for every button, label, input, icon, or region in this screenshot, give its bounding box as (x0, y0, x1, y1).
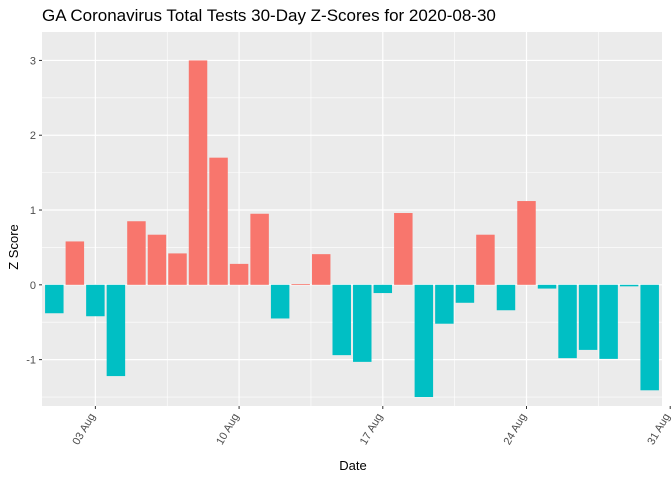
y-axis-title: Z Score (6, 224, 21, 270)
bar-2020-08-21 (455, 284, 475, 303)
bar-2020-08-22 (476, 234, 495, 285)
bar-2020-08-11 (250, 213, 269, 285)
bar-2020-08-20 (435, 284, 454, 324)
bar-2020-08-04 (106, 284, 126, 377)
bar-2020-08-18 (394, 213, 413, 285)
x-axis: 03 Aug 10 Aug 17 Aug 24 Aug 31 Aug (70, 406, 672, 447)
minor-gridlines (23, 32, 662, 406)
major-gridlines (42, 32, 671, 406)
y-tick-label: 1 (30, 205, 36, 217)
y-tick-label: 3 (30, 55, 36, 67)
bar-2020-08-17 (373, 284, 393, 294)
bar-2020-08-05 (127, 221, 146, 285)
bar-2020-08-12 (270, 284, 290, 319)
bar-2020-08-29 (619, 284, 639, 287)
bars (45, 60, 659, 398)
bar-2020-08-15 (332, 284, 351, 356)
x-tick-label: 31 Aug (645, 412, 672, 448)
bar-2020-08-09 (209, 157, 228, 285)
x-tick-label: 17 Aug (358, 412, 386, 448)
bar-2020-08-16 (353, 284, 372, 362)
bar-2020-08-03 (86, 284, 105, 317)
bar-2020-08-07 (168, 253, 187, 285)
bar-2020-08-24 (517, 201, 536, 285)
x-tick-label: 24 Aug (502, 412, 530, 448)
bar-2020-08-02 (65, 241, 85, 285)
bar-2020-08-14 (311, 254, 331, 285)
bar-2020-08-06 (147, 234, 167, 285)
bar-2020-08-13 (291, 284, 310, 285)
bar-2020-08-19 (414, 284, 434, 398)
chart-title: GA Coronavirus Total Tests 30-Day Z-Scor… (42, 6, 496, 25)
x-tick-label: 10 Aug (214, 412, 242, 448)
bar-2020-08-26 (558, 284, 577, 359)
bar-2020-08-23 (496, 284, 516, 311)
x-axis-title: Date (339, 458, 366, 473)
bar-2020-08-01 (45, 284, 64, 314)
bar-2020-08-25 (537, 284, 557, 289)
bar-2020-08-08 (188, 60, 208, 285)
bar-2020-08-28 (599, 284, 618, 359)
y-tick-label: -1 (26, 355, 36, 367)
y-tick-label: 0 (30, 280, 36, 292)
y-axis: -1 0 1 2 3 (26, 55, 42, 367)
y-tick-label: 2 (30, 130, 36, 142)
bar-2020-08-27 (578, 284, 598, 350)
bar-2020-08-30 (640, 284, 659, 391)
x-tick-label: 03 Aug (70, 412, 98, 448)
bar-2020-08-10 (229, 263, 249, 285)
